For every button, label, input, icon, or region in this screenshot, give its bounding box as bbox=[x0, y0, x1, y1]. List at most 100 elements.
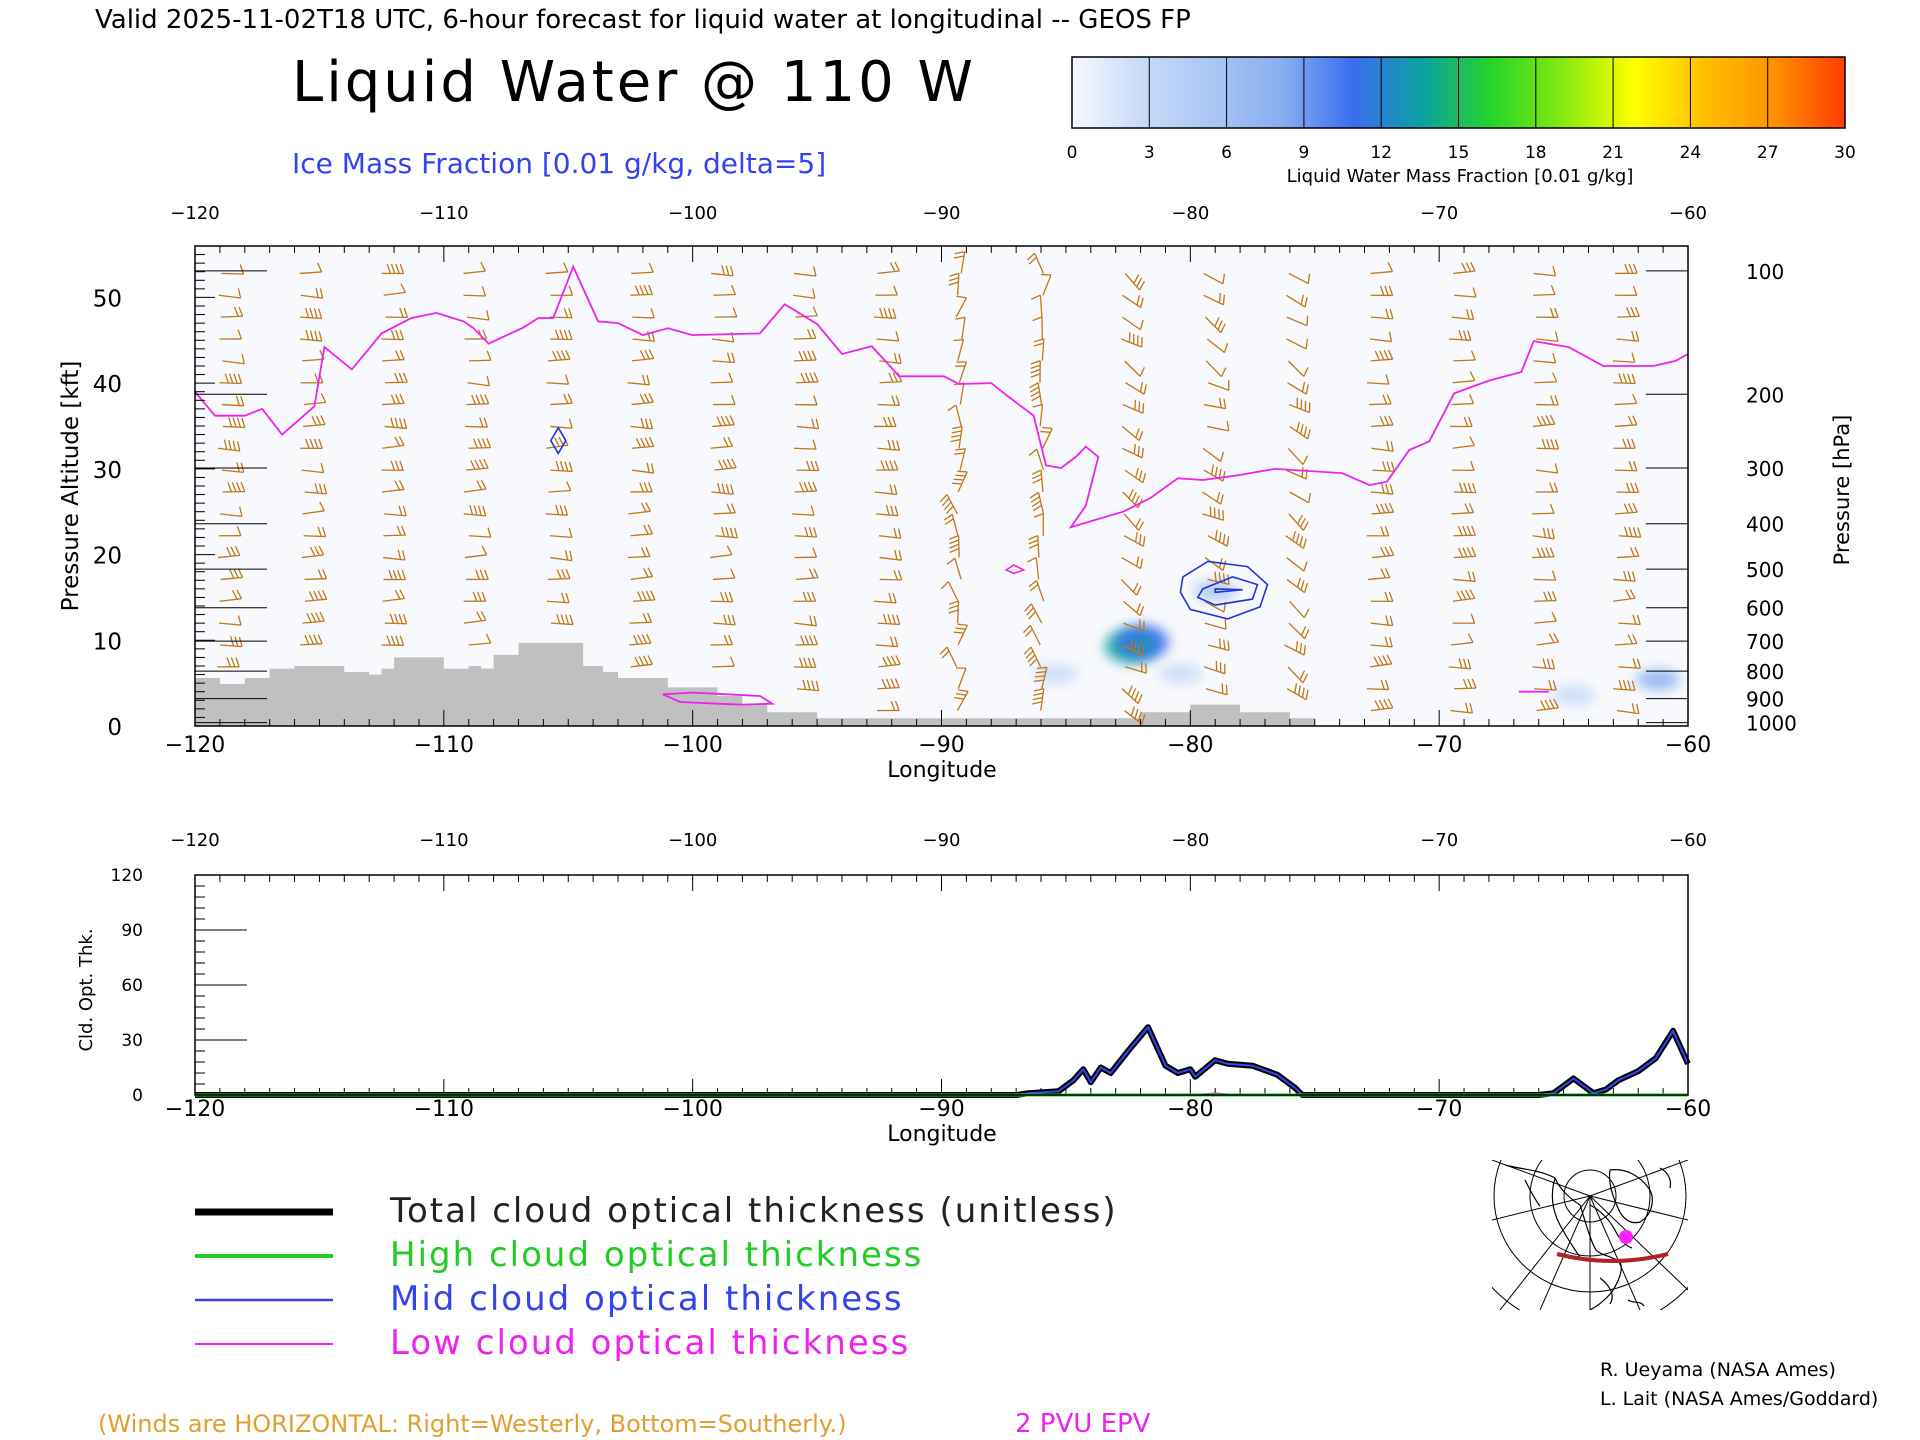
barb-staff bbox=[302, 510, 325, 515]
pressure-ylabel: Pressure [hPa] bbox=[1830, 415, 1854, 566]
barb-staff bbox=[1617, 315, 1640, 318]
barb-feather bbox=[397, 549, 402, 560]
wind-barb bbox=[1616, 482, 1640, 494]
barb-staff bbox=[793, 294, 815, 299]
barb-feather bbox=[955, 692, 967, 696]
barb-feather bbox=[1632, 614, 1637, 625]
barb-staff bbox=[299, 338, 322, 342]
barb-feather bbox=[645, 590, 652, 601]
barb-staff bbox=[1288, 272, 1309, 285]
barb-feather bbox=[1222, 471, 1226, 482]
barb-feather bbox=[237, 568, 244, 578]
barb-feather bbox=[1457, 547, 1464, 558]
barb-feather bbox=[1389, 484, 1394, 495]
wind-barb bbox=[1448, 658, 1472, 670]
barb-feather bbox=[556, 613, 561, 624]
barb-feather bbox=[230, 657, 236, 668]
barb-feather bbox=[226, 546, 232, 557]
barb-feather bbox=[1142, 403, 1145, 414]
barb-feather bbox=[640, 437, 646, 448]
wind-barb bbox=[1203, 272, 1226, 285]
wind-barb bbox=[714, 307, 738, 318]
location-marker bbox=[1619, 1230, 1633, 1244]
wind-barb bbox=[545, 504, 569, 516]
barb-feather bbox=[398, 613, 403, 624]
barb-feather bbox=[233, 306, 239, 317]
barb-feather bbox=[314, 483, 319, 494]
wind-barb bbox=[710, 372, 734, 384]
barb-feather bbox=[893, 484, 898, 495]
wind-barb bbox=[1023, 646, 1042, 668]
barb-feather bbox=[554, 437, 560, 447]
wind-barb bbox=[1371, 502, 1395, 515]
barb-feather bbox=[1031, 395, 1041, 402]
barb-feather bbox=[476, 480, 483, 490]
barb-feather bbox=[1545, 547, 1551, 558]
barb-feather bbox=[1627, 571, 1632, 582]
wind-barb bbox=[630, 567, 654, 581]
barb-feather bbox=[643, 567, 649, 578]
wind-barb bbox=[383, 283, 407, 296]
barb-feather bbox=[554, 329, 560, 340]
barb-feather bbox=[394, 480, 401, 491]
barb-feather bbox=[241, 417, 246, 428]
barb-feather bbox=[957, 623, 968, 626]
barb-feather bbox=[1040, 430, 1051, 434]
barb-feather bbox=[556, 569, 562, 580]
wind-barb bbox=[1203, 660, 1226, 675]
barb-feather bbox=[883, 308, 888, 319]
barb-feather bbox=[953, 478, 964, 481]
barb-feather bbox=[807, 328, 812, 339]
barb-staff bbox=[1370, 622, 1393, 627]
barb-staff bbox=[1451, 402, 1474, 406]
barb-feather bbox=[1551, 659, 1556, 670]
barb-staff bbox=[957, 273, 960, 296]
barb-feather bbox=[1462, 547, 1468, 558]
barb-feather bbox=[402, 614, 408, 624]
barb-staff bbox=[1287, 666, 1304, 684]
barb-feather bbox=[1387, 349, 1394, 360]
barb-staff bbox=[711, 272, 734, 277]
wind-barb bbox=[878, 655, 901, 668]
barb-staff bbox=[960, 251, 966, 274]
wind-barb bbox=[1613, 438, 1636, 449]
barb-feather bbox=[1135, 518, 1142, 528]
barb-feather bbox=[643, 524, 649, 535]
barb-feather bbox=[237, 288, 242, 299]
wind-barb bbox=[1121, 685, 1143, 705]
barb-feather bbox=[893, 527, 898, 538]
barb-feather bbox=[638, 656, 645, 666]
barb-feather bbox=[1295, 533, 1300, 544]
liquid-water-blob bbox=[1033, 663, 1078, 684]
barb-staff bbox=[1040, 688, 1045, 711]
wind-barb bbox=[550, 613, 574, 626]
barb-staff bbox=[794, 535, 817, 538]
barb-feather bbox=[883, 416, 888, 427]
barb-feather bbox=[723, 437, 729, 447]
barb-feather bbox=[1222, 294, 1226, 305]
bottom-x-tick-label-top: −90 bbox=[923, 830, 961, 851]
barb-feather bbox=[1026, 607, 1034, 616]
barb-staff bbox=[630, 425, 653, 430]
barb-staff bbox=[628, 510, 651, 515]
barb-feather bbox=[650, 590, 656, 601]
barb-staff bbox=[957, 471, 968, 493]
wind-barb bbox=[466, 394, 490, 406]
x-tick-label: −90 bbox=[918, 733, 964, 758]
barb-staff bbox=[550, 469, 573, 473]
barb-feather bbox=[1632, 527, 1637, 538]
wind-barb bbox=[1532, 547, 1555, 559]
barb-feather bbox=[891, 395, 896, 406]
barb-feather bbox=[1138, 401, 1141, 412]
barb-feather bbox=[1138, 430, 1144, 441]
barb-feather bbox=[1618, 373, 1623, 384]
wind-barb bbox=[1124, 360, 1145, 377]
barb-feather bbox=[1302, 455, 1309, 465]
barb-feather bbox=[647, 612, 653, 623]
wind-barb bbox=[953, 689, 969, 711]
barb-feather bbox=[1385, 615, 1389, 626]
barb-feather bbox=[891, 416, 897, 427]
barb-feather bbox=[803, 657, 808, 668]
barb-feather bbox=[809, 372, 815, 383]
barb-feather bbox=[813, 527, 818, 538]
